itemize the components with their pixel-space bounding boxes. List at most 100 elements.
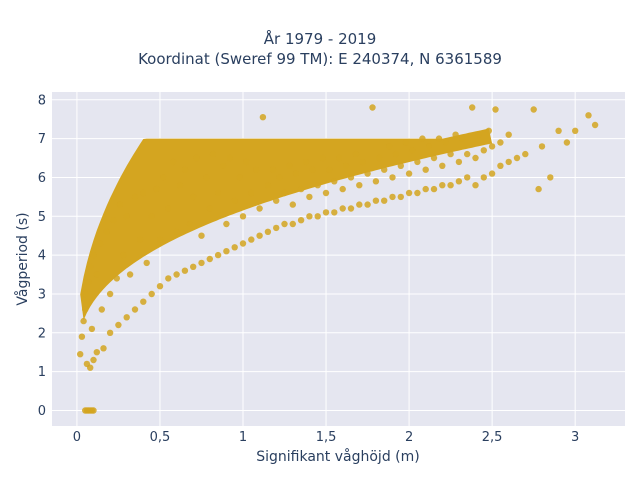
data-point (381, 197, 388, 204)
data-point (113, 275, 121, 282)
data-point (123, 213, 130, 220)
x-tick-label: 1,5 (316, 430, 337, 445)
data-point (389, 174, 396, 181)
data-point (239, 213, 247, 220)
data-point (80, 317, 87, 325)
x-tick-label: 1 (239, 430, 247, 445)
data-point (98, 306, 106, 313)
data-point (206, 255, 213, 263)
data-point (342, 162, 350, 169)
data-point (422, 166, 429, 173)
data-point (469, 104, 476, 111)
data-point (173, 228, 180, 235)
data-point (339, 205, 346, 212)
data-point (181, 267, 189, 274)
data-point (530, 106, 537, 113)
data-point (322, 209, 330, 216)
y-tick-label: 2 (38, 326, 46, 341)
data-point (472, 154, 479, 162)
data-point (405, 189, 413, 197)
data-point (176, 182, 184, 189)
data-point (206, 205, 213, 212)
data-point (563, 139, 571, 146)
data-point (77, 351, 84, 358)
data-point (269, 166, 277, 173)
data-point (480, 174, 487, 181)
data-point (131, 193, 139, 201)
data-point (409, 147, 416, 154)
data-point (115, 321, 122, 329)
data-point (488, 143, 496, 150)
data-point (264, 182, 272, 189)
data-point (292, 170, 300, 177)
data-point (153, 185, 160, 193)
grid-lines (52, 92, 625, 426)
data-point (165, 205, 172, 212)
data-point (93, 349, 101, 356)
data-point (414, 158, 421, 166)
data-point (439, 182, 446, 189)
data-point (85, 279, 92, 286)
data-point (90, 407, 97, 414)
data-point (522, 150, 529, 158)
data-point (336, 154, 343, 162)
x-tick-label: 3 (571, 430, 579, 445)
data-point (422, 185, 429, 193)
data-point (447, 182, 454, 189)
data-point (372, 197, 380, 204)
data-point (369, 104, 376, 111)
chart-subtitle: Koordinat (Sweref 99 TM): E 240374, N 63… (138, 50, 502, 68)
data-point (82, 290, 89, 298)
data-point (464, 150, 471, 158)
data-point (170, 158, 177, 166)
data-point (160, 174, 167, 181)
data-point (485, 127, 492, 134)
data-point (347, 205, 355, 212)
data-point (87, 364, 94, 371)
data-point (256, 205, 263, 212)
data-point (190, 263, 197, 270)
data-point (289, 201, 296, 208)
data-point (419, 135, 426, 142)
data-point (472, 182, 479, 189)
data-point (106, 290, 114, 298)
data-point (591, 121, 599, 129)
point-density-band (80, 128, 493, 321)
data-point (359, 158, 366, 166)
x-tick-label: 0 (73, 430, 81, 445)
data-point (116, 201, 124, 208)
y-tick-label: 3 (38, 287, 46, 302)
data-point (281, 220, 288, 228)
chart-title: År 1979 - 2019 (263, 30, 377, 48)
data-point (425, 143, 433, 150)
data-point (248, 236, 255, 243)
data-point (339, 185, 346, 193)
data-point (236, 174, 243, 181)
x-axis-ticks: 0 0,5 1 1,5 2 2,5 3 (73, 430, 580, 445)
data-point (547, 174, 554, 181)
data-point (173, 271, 180, 278)
y-tick-label: 7 (38, 132, 46, 147)
data-point (352, 150, 360, 158)
data-point (123, 314, 130, 321)
data-point (447, 150, 454, 158)
data-point (90, 251, 97, 259)
data-point (314, 182, 321, 189)
data-point (97, 240, 104, 247)
data-point (402, 139, 409, 146)
data-point (110, 217, 117, 224)
data-point (538, 143, 546, 150)
y-tick-label: 1 (38, 365, 46, 380)
data-point (452, 131, 459, 138)
data-point (273, 224, 280, 232)
data-point (397, 162, 404, 169)
data-point (198, 232, 205, 239)
data-point (165, 275, 172, 282)
data-point (259, 114, 267, 121)
data-point (143, 259, 150, 267)
data-point (513, 154, 521, 162)
data-point (286, 162, 293, 169)
y-tick-label: 0 (38, 404, 46, 419)
data-point (392, 150, 399, 158)
data-point (90, 356, 97, 364)
